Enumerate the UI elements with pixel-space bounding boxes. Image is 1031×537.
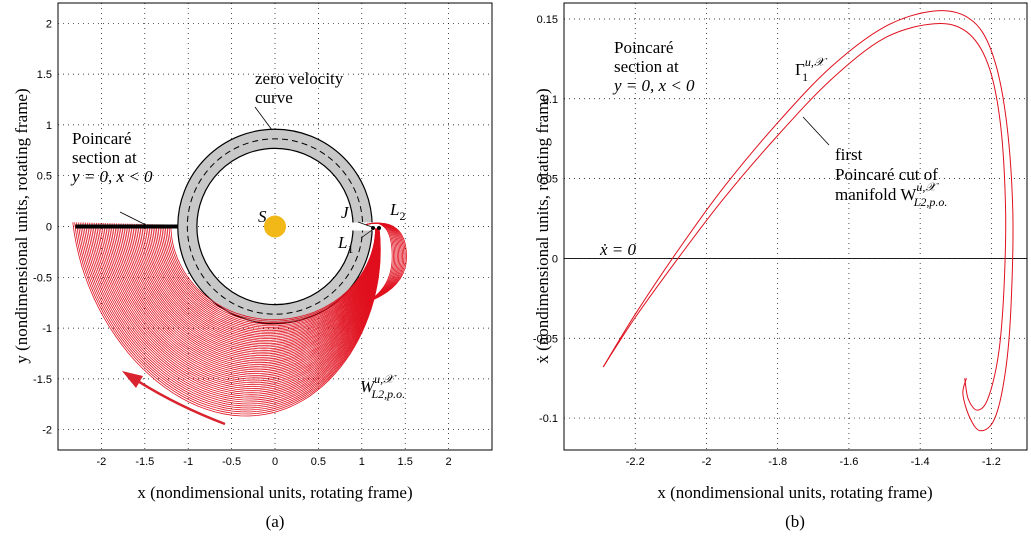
manifold-trajectory — [137, 223, 378, 350]
panel-a-xlabel: x (nondimensional units, rotating frame) — [137, 483, 412, 502]
manifold-trajectory — [106, 223, 379, 380]
section-label-line1: Poincaré — [72, 129, 131, 148]
b-x-tick-label: -2.2 — [626, 456, 645, 468]
first-cut-label-line3: manifold Wu,𝒳 L2,p.o. — [835, 180, 947, 209]
b-x-tick-label: -2 — [702, 456, 712, 468]
manifold-trajectory — [159, 224, 377, 330]
xdot-zero-label: ẋ = 0 — [599, 240, 637, 259]
poincare-cut-inner — [602, 23, 1007, 411]
y-tick-label: 2 — [46, 18, 52, 30]
b-x-tick-label: -1.8 — [768, 456, 787, 468]
x-tick-label: 0.5 — [311, 456, 326, 468]
x-tick-label: 1.5 — [398, 456, 413, 468]
y-tick-label: 1 — [46, 120, 52, 132]
y-tick-label: 0.5 — [37, 171, 52, 183]
first-cut-label-line1: first — [835, 145, 863, 164]
zvc-pointer — [254, 106, 273, 131]
x-tick-label: -1 — [183, 456, 193, 468]
panel-a-frame — [57, 2, 493, 451]
panel-b-frame — [563, 2, 1028, 451]
manifold-trajectory — [168, 224, 377, 322]
y-tick-label: -1.5 — [33, 374, 52, 386]
l2-marker — [377, 226, 381, 230]
manifold-trajectory — [170, 224, 377, 320]
b-y-tick-label: -0.1 — [539, 413, 558, 425]
j-pointer — [357, 221, 373, 228]
b-y-tick-label: 0.15 — [537, 14, 558, 26]
x-tick-label: 0 — [272, 456, 278, 468]
panel-a-ticks: -2 -1.5 -1 -0.5 0 0.5 1 1.5 2 2 1.5 1 0.5 0 -0.5 -1 -1.5… — [33, 18, 452, 468]
panel-a-caption: (a) — [266, 512, 285, 531]
zvc-label-line2: curve — [255, 88, 293, 107]
b-y-tick-label: -0.05 — [533, 333, 558, 345]
b-y-tick-label: 0.1 — [543, 94, 558, 106]
panel-b: -2.2 -2 -1.8 -1.6 -1.4 -1.2 0.15 0.1 0.05 0 -0.05 -… — [533, 2, 1028, 531]
poincare-cut-outer — [602, 10, 1014, 432]
panel-b-caption: (b) — [785, 512, 805, 531]
poincare-cut-curves — [602, 10, 1014, 432]
b-x-tick-label: -1.6 — [839, 456, 858, 468]
b-x-tick-label: -1.4 — [911, 456, 930, 468]
manifold-trajectory — [121, 223, 379, 365]
manifold-trajectories — [72, 222, 407, 417]
sun-label: S — [258, 207, 267, 226]
b-section-label-line1: Poincaré — [614, 38, 673, 57]
sun-marker — [264, 215, 286, 238]
x-tick-label: -0.5 — [222, 456, 241, 468]
x-tick-label: 1 — [359, 456, 365, 468]
manifold-trajectory — [90, 222, 380, 397]
y-tick-label: 1.5 — [37, 69, 52, 81]
l2-label: L2 — [389, 200, 405, 223]
panel-b-ticks: -2.2 -2 -1.8 -1.6 -1.4 -1.2 0.15 0.1 0.05 0 -0.05 -… — [533, 14, 1001, 468]
l1-pointer — [360, 229, 373, 239]
zero-velocity-gap — [351, 222, 377, 231]
x-tick-label: -1.5 — [135, 456, 154, 468]
y-tick-label: -1 — [42, 323, 52, 335]
manifold-trajectory — [154, 224, 377, 335]
first-cut-pointer — [802, 116, 830, 146]
first-cut-label-line2: Poincaré cut of — [835, 165, 938, 184]
section-pointer — [119, 211, 149, 227]
manifold-trajectory — [130, 223, 378, 357]
x-tick-label: 2 — [446, 456, 452, 468]
b-y-tick-label: 0 — [552, 253, 558, 265]
manifold-trajectory — [163, 224, 377, 327]
section-label-line3: y = 0, x < 0 — [70, 167, 153, 186]
y-tick-label: -0.5 — [33, 272, 52, 284]
flow-arrow-head — [122, 371, 143, 388]
b-y-tick-label: 0.05 — [537, 174, 558, 186]
b-section-label-line3: y = 0, x < 0 — [612, 76, 695, 95]
panel-b-ylabel: ẋ (nondimensional units, rotating frame) — [533, 88, 552, 363]
flow-arrow-shaft — [132, 376, 226, 426]
panel-a: -2 -1.5 -1 -0.5 0 0.5 1 1.5 2 2 1.5 1 0.5 0 -0.5 -1 -1.5… — [12, 2, 493, 531]
panel-b-background — [564, 3, 1027, 450]
manifold-trajectory — [155, 224, 377, 333]
x-tick-label: -2 — [97, 456, 107, 468]
section-label-line2: section at — [72, 148, 137, 167]
manifold-trajectory — [97, 222, 380, 389]
l1-label: L1 — [337, 233, 353, 256]
manifold-trajectory — [146, 224, 377, 341]
b-x-tick-label: -1.2 — [982, 456, 1001, 468]
gamma-label: Γu,𝒳 1 — [795, 55, 828, 84]
b-section-label-line2: section at — [614, 57, 679, 76]
panel-b-xlabel: x (nondimensional units, rotating frame) — [657, 483, 932, 502]
y-tick-label: 0 — [46, 222, 52, 234]
j-label: J — [341, 203, 350, 222]
y-tick-label: -2 — [42, 425, 52, 437]
manifold-lobe — [365, 222, 407, 304]
manifold-label: Wu,𝒳 L2,p.o. — [360, 372, 405, 401]
zvc-label-line1: zero velocity — [255, 69, 344, 88]
manifold-trajectory — [74, 222, 381, 415]
manifold-trajectory — [72, 222, 381, 417]
manifold-trajectory — [161, 224, 377, 328]
manifold-trajectory — [165, 224, 377, 325]
panel-a-ylabel: y (nondimensional units, rotating frame) — [12, 88, 31, 363]
manifold-trajectory — [114, 223, 379, 373]
